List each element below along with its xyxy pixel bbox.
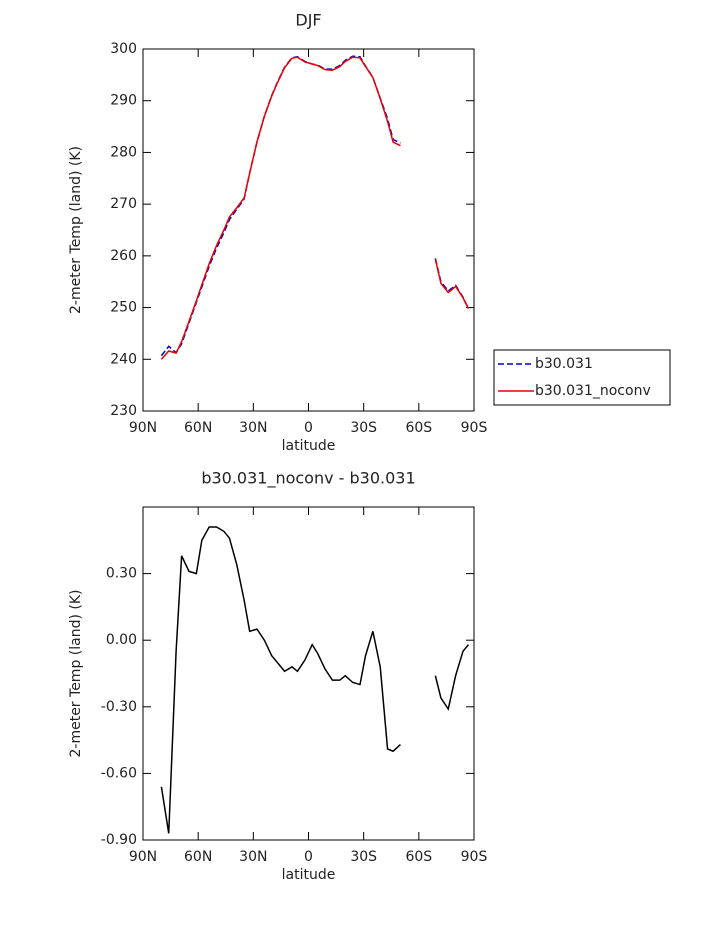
x-tick-label: 60S (405, 849, 432, 865)
y-tick-label: 300 (110, 41, 137, 57)
y-axis-label: 2-meter Temp (land) (K) (68, 146, 84, 314)
x-tick-label: 60N (184, 420, 212, 436)
y-axis-label: 2-meter Temp (land) (K) (68, 590, 84, 758)
x-tick-label: 90N (129, 849, 157, 865)
plot-frame (142, 48, 475, 412)
y-tick-label: 290 (110, 93, 137, 109)
x-tick-label: 30N (239, 420, 267, 436)
data-line (434, 644, 470, 711)
y-tick-label: 0.00 (106, 632, 137, 648)
y-tick-label: -0.60 (101, 765, 137, 781)
x-tick-label: 0 (304, 849, 313, 865)
x-tick-label: 0 (304, 420, 313, 436)
chart-title: DJF (295, 11, 321, 30)
legend-label: b30.031 (535, 356, 593, 372)
x-axis-label: latitude (282, 438, 336, 454)
y-tick-label: -0.90 (101, 832, 137, 848)
y-tick-label: 270 (110, 196, 137, 212)
y-tick-label: 0.30 (106, 566, 137, 582)
x-tick-label: 90S (461, 849, 488, 865)
legend-label: b30.031_noconv (535, 383, 651, 399)
y-tick-label: 250 (110, 300, 137, 316)
x-tick-label: 30N (239, 849, 267, 865)
data-line (160, 526, 401, 834)
legend-box (493, 349, 671, 406)
chart-title: b30.031_noconv - b30.031 (201, 469, 415, 489)
y-tick-label: 240 (110, 351, 137, 367)
y-tick-label: 280 (110, 144, 137, 160)
data-line (160, 55, 401, 357)
y-tick-label: 230 (110, 403, 137, 419)
data-line (434, 259, 470, 309)
plot-frame (142, 506, 475, 841)
data-line (160, 56, 401, 360)
y-tick-label: -0.30 (101, 699, 137, 715)
x-tick-label: 30S (350, 849, 377, 865)
y-tick-label: 260 (110, 248, 137, 264)
x-tick-label: 30S (350, 420, 377, 436)
x-tick-label: 90N (129, 420, 157, 436)
x-tick-label: 90S (461, 420, 488, 436)
x-tick-label: 60S (405, 420, 432, 436)
x-tick-label: 60N (184, 849, 212, 865)
x-axis-label: latitude (282, 867, 336, 883)
